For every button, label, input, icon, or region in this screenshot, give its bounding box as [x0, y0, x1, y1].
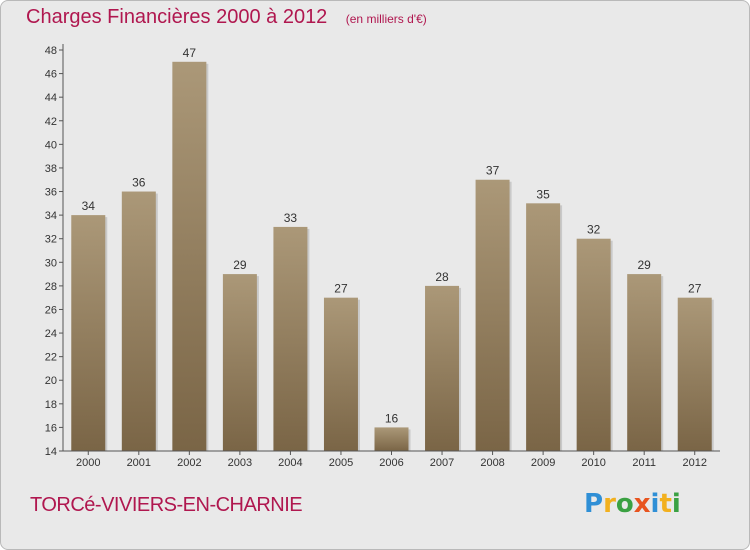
- logo-letter: x: [633, 489, 651, 519]
- chart-title: Charges Financières 2000 à 2012: [26, 6, 328, 28]
- y-tick-label: 18: [45, 399, 57, 411]
- logo-letter: i: [650, 489, 660, 519]
- bar: [172, 61, 207, 451]
- bar-value-label: 35: [536, 187, 550, 201]
- x-tick-label: 2000: [76, 457, 100, 469]
- bar-value-label: 27: [688, 282, 702, 296]
- y-tick-label: 22: [45, 352, 57, 364]
- y-tick-label: 36: [45, 187, 57, 199]
- x-tick-label: 2010: [581, 457, 605, 469]
- bar: [526, 203, 561, 451]
- bar: [273, 226, 308, 451]
- bar-value-label: 28: [435, 270, 449, 284]
- logo-letter: o: [615, 489, 634, 519]
- x-tick-label: 2007: [430, 457, 454, 469]
- bar: [121, 191, 156, 451]
- y-tick-label: 38: [45, 163, 57, 175]
- y-tick-label: 44: [45, 92, 57, 104]
- chart-title-block: Charges Financières 2000 à 2012 (en mill…: [26, 6, 427, 29]
- x-tick-label: 2005: [329, 457, 353, 469]
- bar-value-label: 29: [233, 258, 247, 272]
- x-tick-label: 2001: [127, 457, 151, 469]
- bar-value-label: 32: [587, 223, 601, 237]
- commune-name: TORCé-VIVIERS-EN-CHARNIE: [30, 494, 303, 516]
- y-tick-label: 34: [45, 210, 57, 222]
- bar-value-label: 27: [334, 282, 348, 296]
- y-tick-label: 14: [45, 446, 57, 458]
- x-tick-label: 2012: [682, 457, 706, 469]
- bar-value-label: 36: [132, 176, 146, 190]
- y-tick-label: 20: [45, 375, 57, 387]
- bar: [475, 179, 510, 451]
- logo-letter: t: [659, 489, 672, 519]
- x-tick-label: 2002: [177, 457, 201, 469]
- x-tick-label: 2011: [632, 457, 656, 469]
- x-tick-label: 2009: [531, 457, 555, 469]
- y-tick-label: 40: [45, 139, 57, 151]
- bar: [323, 297, 358, 451]
- y-tick-label: 30: [45, 257, 57, 269]
- x-tick-label: 2003: [228, 457, 252, 469]
- bar-value-label: 16: [385, 411, 399, 425]
- bar-value-label: 34: [82, 199, 96, 213]
- y-tick-label: 16: [45, 422, 57, 434]
- bar: [677, 297, 712, 451]
- y-tick-label: 46: [45, 69, 57, 81]
- bar-value-label: 47: [183, 46, 197, 60]
- x-tick-label: 2004: [278, 457, 302, 469]
- bar-value-label: 33: [284, 211, 298, 225]
- y-tick-label: 48: [45, 45, 57, 57]
- x-tick-label: 2006: [379, 457, 403, 469]
- bar-value-label: 29: [638, 258, 652, 272]
- bar: [425, 285, 460, 451]
- bar: [222, 274, 257, 451]
- bar: [576, 238, 611, 451]
- y-tick-label: 28: [45, 281, 57, 293]
- x-tick-label: 2008: [480, 457, 504, 469]
- bar: [374, 427, 409, 451]
- y-tick-label: 26: [45, 304, 57, 316]
- y-tick-label: 42: [45, 116, 57, 128]
- logo-letter: i: [671, 489, 681, 519]
- y-tick-label: 32: [45, 234, 57, 246]
- bar: [627, 274, 662, 451]
- logo-letter: r: [603, 489, 616, 519]
- bar: [71, 215, 106, 451]
- logo-letter: P: [584, 489, 604, 519]
- y-tick-label: 24: [45, 328, 57, 340]
- chart-unit-note: (en milliers d'€): [345, 12, 427, 26]
- bar-value-label: 37: [486, 164, 500, 178]
- proxiti-logo: Proxiti: [584, 489, 681, 519]
